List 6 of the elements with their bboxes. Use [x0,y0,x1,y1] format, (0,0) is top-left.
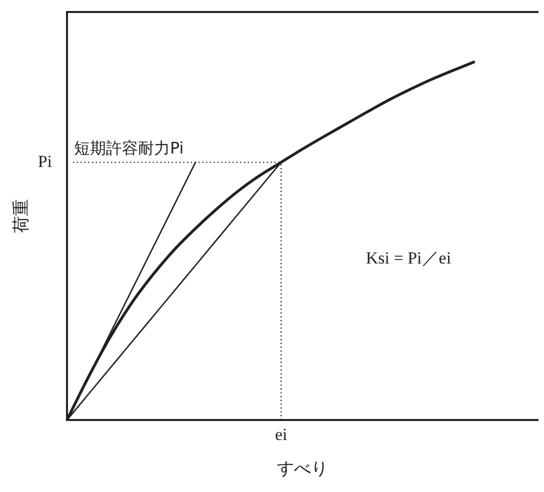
annotation: Ksi = Pi／ei [366,248,452,268]
x-axis-title: すべり [277,459,328,480]
y-axis-title: 荷重 [12,199,32,233]
annotation: 短期許容耐力Pi [74,138,184,158]
ref-line-label: Pi [38,152,52,171]
text: ei [274,424,288,444]
